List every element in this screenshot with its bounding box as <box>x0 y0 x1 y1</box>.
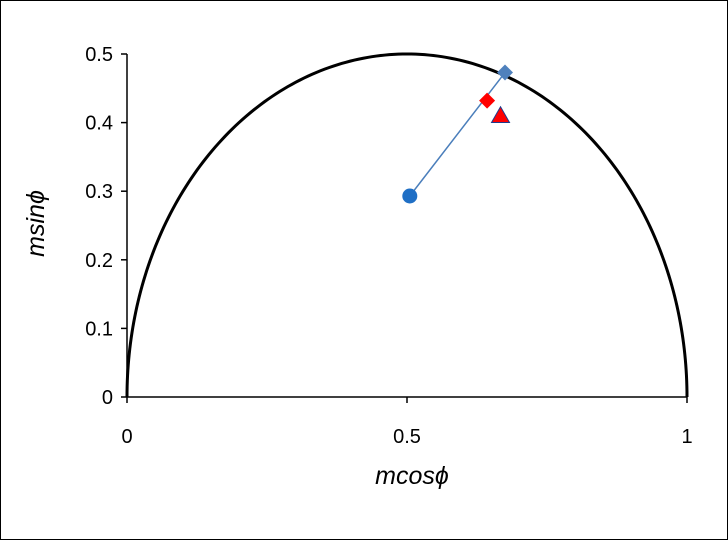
axes: 0 0.5 1 00.10.20.30.40.5 <box>85 44 692 448</box>
x-tick-label: 0.5 <box>393 426 421 448</box>
diamond-marker <box>479 92 496 109</box>
semicircle-curve <box>125 52 689 398</box>
triangle-marker <box>490 105 511 123</box>
y-ticks: 0 0.1 0.2 0.3 0.4 0.5 <box>85 44 127 409</box>
x-axis-title: mcosϕ <box>375 462 449 490</box>
connector-line <box>409 72 506 197</box>
y-tick-label: 0.2 <box>85 250 113 272</box>
x-tick-label: 0 <box>121 426 132 448</box>
y-tick-label: 0.5 <box>85 44 113 66</box>
y-tick-label: 0.3 <box>85 181 113 203</box>
y-tick-label: 0.1 <box>85 318 113 340</box>
x-tick-label: 1 <box>681 426 692 448</box>
y-tick-label: 0 <box>102 387 113 409</box>
y-tick-label: 0.4 <box>85 113 113 135</box>
y-axis-title: msinϕ <box>22 190 50 257</box>
circle-marker <box>402 188 418 204</box>
diamond-marker <box>497 64 513 81</box>
data-markers <box>402 64 513 204</box>
x-ticks: 0 0.5 1 <box>121 397 693 448</box>
